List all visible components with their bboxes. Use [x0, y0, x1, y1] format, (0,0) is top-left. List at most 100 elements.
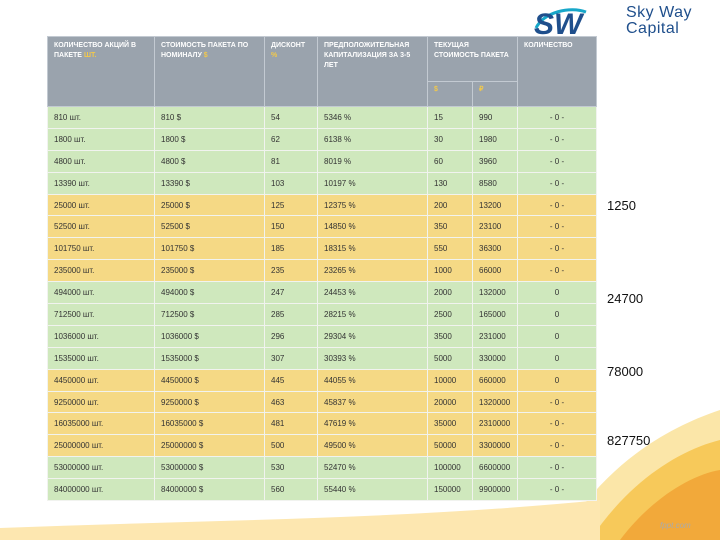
cell-shares: 1535000 шт.	[47, 346, 155, 370]
cell-discount: 481	[264, 412, 318, 436]
logo-mark-text: SW	[534, 8, 585, 38]
cell-discount: 307	[264, 346, 318, 370]
table-row: 13390 шт. 13390 $103 10197 % 130 8580- 0 -	[47, 171, 598, 195]
cell-discount: 247	[264, 281, 318, 305]
cell-nominal: 101750 $	[154, 237, 265, 261]
cell-qty: - 0 -	[517, 171, 598, 195]
cell-usd: 60	[427, 149, 473, 173]
table-row: 25000000 шт. 25000000 $500 49500 % 50000 330…	[47, 434, 598, 458]
cell-nominal: 1800 $	[154, 127, 265, 151]
cell-rub: 165000	[471, 303, 519, 326]
cell-usd: 3500	[427, 324, 473, 348]
cell-rub: 1980	[471, 127, 519, 151]
cell-qty: 0	[517, 303, 598, 326]
cell-nominal: 1036000 $	[154, 324, 265, 348]
cell-shares: 9250000 шт.	[47, 390, 155, 414]
header-quantity: КОЛИЧЕСТВО	[517, 36, 598, 107]
cell-discount: 530	[264, 456, 318, 480]
cell-shares: 1800 шт.	[47, 127, 155, 151]
cell-nominal: 25000 $	[154, 193, 265, 217]
cell-nominal: 53000000 $	[154, 456, 265, 480]
cell-nominal: 13390 $	[154, 171, 265, 195]
cell-qty: 0	[517, 281, 598, 305]
cell-usd: 10000	[427, 368, 473, 392]
logo-line-2: Capital	[626, 20, 680, 37]
cell-cap: 47619 %	[317, 412, 428, 436]
cell-usd: 130	[427, 171, 473, 195]
cell-shares: 52500 шт.	[47, 215, 155, 239]
cell-rub: 13200	[471, 193, 519, 217]
cell-shares: 53000000 шт.	[47, 456, 155, 480]
cell-cap: 55440 %	[317, 478, 428, 502]
cell-shares: 25000000 шт.	[47, 434, 155, 458]
cell-rub: 66000	[471, 259, 519, 283]
cell-usd: 30	[427, 127, 473, 151]
table-row: 1036000 шт. 1036000 $296 29304 % 3500 231000…	[47, 324, 598, 348]
cell-shares: 494000 шт.	[47, 281, 155, 305]
cell-cap: 28215 %	[317, 303, 428, 326]
header-current-usd: $	[427, 81, 473, 107]
table-row: 1535000 шт. 1535000 $307 30393 % 5000 330000…	[47, 346, 598, 370]
cell-nominal: 9250000 $	[154, 390, 265, 414]
cell-discount: 560	[264, 478, 318, 502]
cell-discount: 235	[264, 259, 318, 283]
cell-usd: 1000	[427, 259, 473, 283]
cell-discount: 500	[264, 434, 318, 458]
cell-qty: - 0 -	[517, 106, 598, 129]
cell-nominal: 52500 $	[154, 215, 265, 239]
cell-rub: 9900000	[471, 478, 519, 502]
header-shares: КОЛИЧЕСТВО АКЦИЙ В ПАКЕТЕ ШТ.	[47, 36, 155, 107]
cell-discount: 103	[264, 171, 318, 195]
header-current-value: ТЕКУЩАЯ СТОИМОСТЬ ПАКЕТА	[426, 36, 519, 82]
cell-nominal: 25000000 $	[154, 434, 265, 458]
cell-rub: 1320000	[471, 390, 519, 414]
table-row: 810 шт. 810 $54 5346 % 15 990- 0 -	[47, 106, 598, 129]
side-value-1: 1250	[607, 198, 636, 213]
cell-usd: 5000	[427, 346, 473, 370]
cell-rub: 3960	[471, 149, 519, 173]
cell-qty: - 0 -	[517, 215, 598, 239]
cell-shares: 712500 шт.	[47, 303, 155, 326]
cell-qty: - 0 -	[517, 456, 598, 480]
table-row: 25000 шт. 25000 $125 12375 % 200 13200- 0 -	[47, 193, 598, 217]
cell-qty: 0	[517, 368, 598, 392]
cell-qty: 0	[517, 324, 598, 348]
cell-cap: 29304 %	[317, 324, 428, 348]
cell-rub: 2310000	[471, 412, 519, 436]
cell-shares: 810 шт.	[47, 106, 155, 129]
cell-usd: 50000	[427, 434, 473, 458]
cell-usd: 2000	[427, 281, 473, 305]
table-row: 9250000 шт. 9250000 $463 45837 % 20000 13200…	[47, 390, 598, 414]
cell-nominal: 1535000 $	[154, 346, 265, 370]
cell-rub: 8580	[471, 171, 519, 195]
table-row: 84000000 шт. 84000000 $560 55440 % 150000 99…	[47, 478, 598, 502]
cell-discount: 185	[264, 237, 318, 261]
cell-nominal: 16035000 $	[154, 412, 265, 436]
cell-shares: 25000 шт.	[47, 193, 155, 217]
cell-discount: 296	[264, 324, 318, 348]
header-discount: ДИСКОНТ%	[264, 36, 318, 107]
cell-discount: 150	[264, 215, 318, 239]
cell-cap: 23265 %	[317, 259, 428, 283]
table-row: 494000 шт. 494000 $247 24453 % 2000 132000 0	[47, 281, 598, 305]
cell-discount: 62	[264, 127, 318, 151]
cell-qty: - 0 -	[517, 193, 598, 217]
cell-rub: 23100	[471, 215, 519, 239]
cell-cap: 12375 %	[317, 193, 428, 217]
cell-qty: 0	[517, 346, 598, 370]
cell-discount: 81	[264, 149, 318, 173]
cell-shares: 101750 шт.	[47, 237, 155, 261]
cell-usd: 350	[427, 215, 473, 239]
cell-shares: 235000 шт.	[47, 259, 155, 283]
watermark: fppt.com	[660, 521, 691, 530]
cell-qty: - 0 -	[517, 127, 598, 151]
cell-qty: - 0 -	[517, 434, 598, 458]
cell-usd: 15	[427, 106, 473, 129]
header-capitalization: ПРЕДПОЛОЖИТЕЛЬНАЯ КАПИТАЛИЗАЦИЯ ЗА 3-5 Л…	[317, 36, 428, 107]
cell-nominal: 494000 $	[154, 281, 265, 305]
table-row: 53000000 шт. 53000000 $530 52470 % 100000 66…	[47, 456, 598, 480]
side-value-4: 827750	[607, 433, 651, 448]
cell-nominal: 235000 $	[154, 259, 265, 283]
cell-usd: 200	[427, 193, 473, 217]
table-body: 810 шт. 810 $54 5346 % 15 990- 0 -1800 шт. 18…	[47, 106, 598, 502]
